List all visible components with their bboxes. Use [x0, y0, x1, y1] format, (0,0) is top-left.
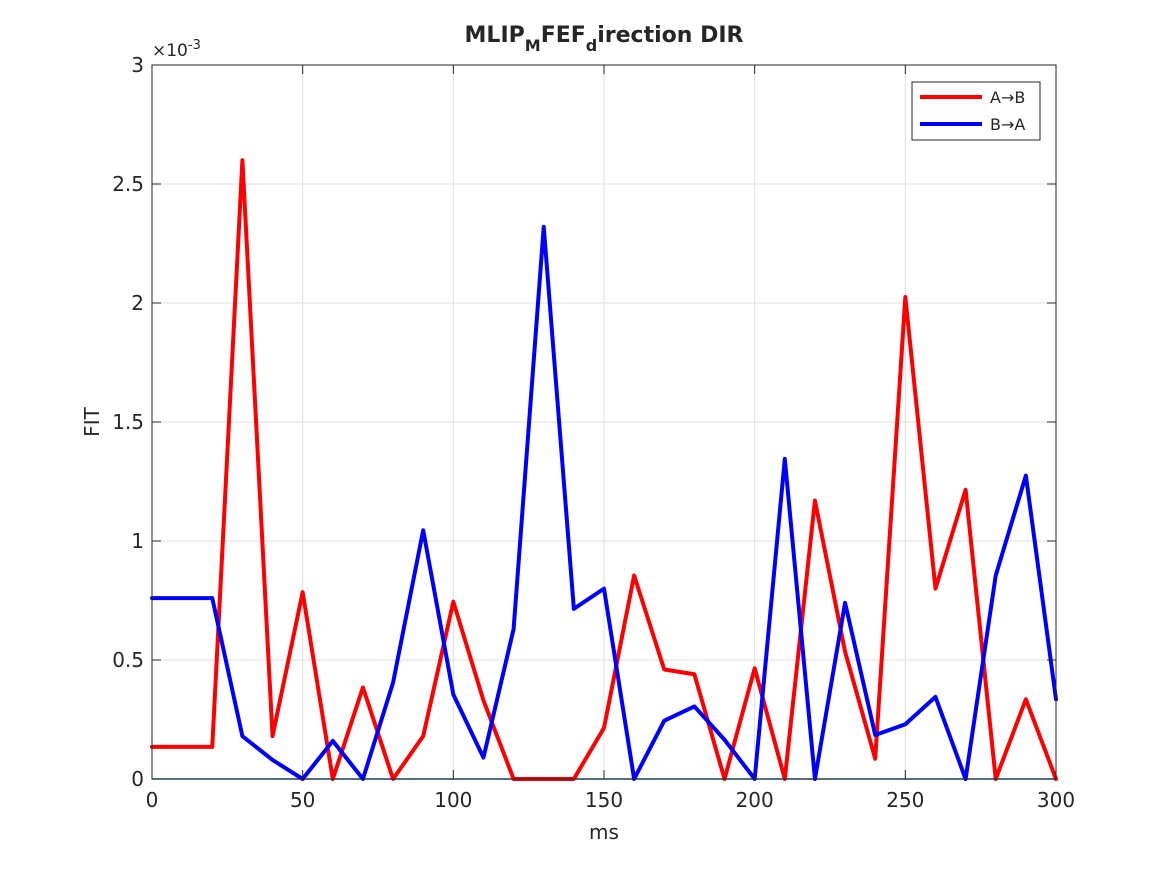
x-tick-label: 100	[434, 788, 472, 812]
y-tick-label: 3	[131, 53, 144, 77]
x-axis-ticks: 0 50 100 150 200 250 300	[146, 65, 1075, 812]
y-tick-label: 0.5	[112, 648, 144, 672]
x-axis-label: ms	[589, 820, 619, 844]
x-tick-label: 300	[1037, 788, 1075, 812]
y-axis-ticks: 0 0.5 1 1.5 2 2.5 3	[112, 53, 1056, 791]
x-tick-label: 250	[886, 788, 924, 812]
x-tick-label: 0	[146, 788, 159, 812]
x-tick-label: 200	[736, 788, 774, 812]
y-tick-label: 1.5	[112, 410, 144, 434]
y-tick-label: 2.5	[112, 172, 144, 196]
legend: A→B B→A	[911, 81, 1041, 141]
x-tick-label: 150	[585, 788, 623, 812]
y-axis-label: FIT	[80, 406, 104, 436]
y-tick-label: 1	[131, 529, 144, 553]
chart-title: MLIPMFEFdirection DIR	[465, 23, 744, 55]
y-tick-label: 0	[131, 767, 144, 791]
x-tick-label: 50	[290, 788, 315, 812]
legend-label-b-to-a: B→A	[990, 115, 1025, 134]
legend-label-a-to-b: A→B	[990, 88, 1025, 107]
y-tick-label: 2	[131, 291, 144, 315]
legend-box	[911, 81, 1041, 141]
y-exponent-label: ×10-3	[152, 38, 201, 61]
